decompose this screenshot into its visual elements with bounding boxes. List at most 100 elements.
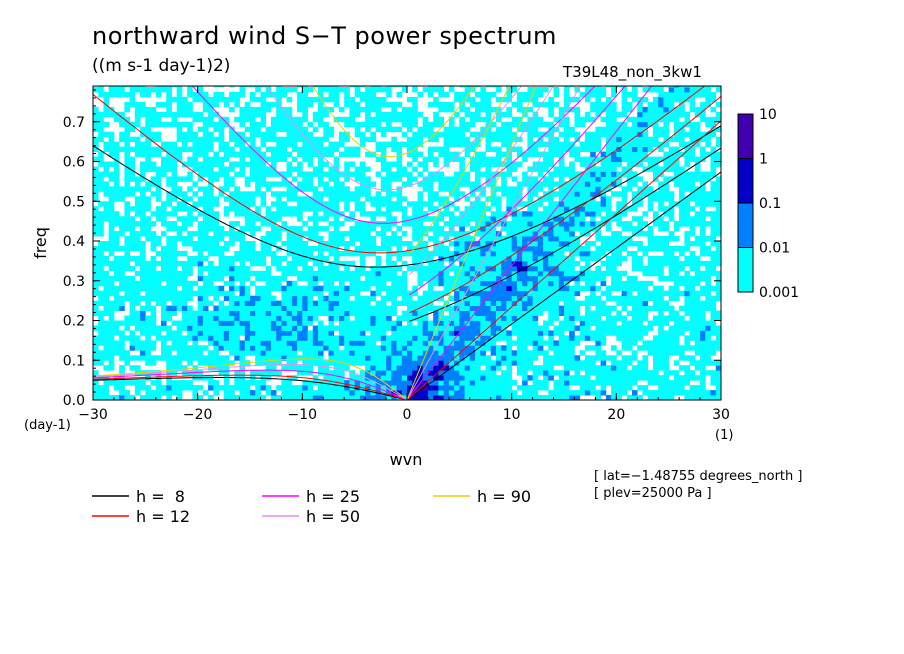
heatmap-cell xyxy=(433,355,439,361)
heatmap-cell xyxy=(454,360,460,366)
heatmap-cell xyxy=(537,250,544,257)
heatmap-cell xyxy=(223,260,230,267)
heatmap-cell xyxy=(401,340,408,346)
heatmap-cell xyxy=(145,375,151,381)
heatmap-cell xyxy=(197,250,204,257)
heatmap-cell xyxy=(312,231,319,237)
heatmap-cell xyxy=(218,325,225,331)
heatmap-cell xyxy=(396,325,403,331)
heatmap-cell xyxy=(375,116,382,123)
heatmap-cell xyxy=(197,260,204,267)
heatmap-cell xyxy=(176,390,183,396)
heatmap-cell xyxy=(532,265,539,272)
heatmap-cell xyxy=(197,315,204,321)
heatmap-cell xyxy=(480,300,486,306)
heatmap-cell xyxy=(375,275,382,282)
heatmap-cell xyxy=(176,86,183,88)
heatmap-cell xyxy=(569,146,575,152)
heatmap-cell xyxy=(621,365,628,371)
heatmap-cell xyxy=(265,86,272,88)
heatmap-cell xyxy=(140,275,146,282)
heatmap-cell xyxy=(391,340,397,346)
heatmap-cell xyxy=(543,370,549,376)
heatmap-cell xyxy=(595,236,601,242)
heatmap-cell xyxy=(103,201,110,207)
heatmap-cell xyxy=(386,181,392,187)
heatmap-cell xyxy=(475,320,481,326)
heatmap-cell xyxy=(422,201,429,207)
heatmap-cell xyxy=(438,121,444,128)
heatmap-cell xyxy=(218,246,225,252)
heatmap-cell xyxy=(501,290,507,297)
heatmap-cell xyxy=(616,255,622,262)
heatmap-cell xyxy=(370,305,376,311)
heatmap-cell xyxy=(475,255,481,262)
heatmap-cell xyxy=(223,335,230,341)
heatmap-cell xyxy=(333,191,340,197)
heatmap-cell xyxy=(375,280,382,287)
heatmap-cell xyxy=(407,151,413,157)
heatmap-cell xyxy=(166,236,172,242)
heatmap-cell xyxy=(611,385,617,391)
heatmap-cell xyxy=(182,350,188,356)
heatmap-cell xyxy=(359,325,366,331)
heatmap-cell xyxy=(433,146,439,152)
heatmap-cell xyxy=(386,345,392,351)
heatmap-cell xyxy=(459,285,465,292)
heatmap-cell xyxy=(543,395,549,400)
heatmap-cell xyxy=(328,310,335,316)
heatmap-cell xyxy=(427,206,434,212)
heatmap-cell xyxy=(250,96,256,103)
heatmap-cell xyxy=(564,275,570,282)
heatmap-cell xyxy=(98,340,104,346)
heatmap-cell xyxy=(208,131,214,138)
heatmap-cell xyxy=(605,380,612,386)
heatmap-cell xyxy=(438,295,444,302)
heatmap-cell xyxy=(265,231,272,237)
heatmap-cell xyxy=(145,295,151,302)
heatmap-cell xyxy=(171,211,178,217)
heatmap-cell xyxy=(312,166,319,172)
heatmap-cell xyxy=(548,310,554,316)
heatmap-cell xyxy=(584,320,591,326)
heatmap-cell xyxy=(506,335,512,341)
heatmap-cell xyxy=(140,201,146,207)
heatmap-cell xyxy=(166,96,172,103)
heatmap-cell xyxy=(459,335,465,341)
heatmap-cell xyxy=(448,87,455,93)
heatmap-cell xyxy=(276,171,282,177)
heatmap-cell xyxy=(270,201,277,207)
heatmap-cell xyxy=(564,87,570,93)
heatmap-cell xyxy=(307,206,314,212)
heatmap-cell xyxy=(171,260,178,267)
heatmap-cell xyxy=(365,221,371,227)
heatmap-cell xyxy=(579,231,586,237)
heatmap-cell xyxy=(511,231,518,237)
heatmap-cell xyxy=(605,136,612,143)
heatmap-cell xyxy=(339,395,345,400)
heatmap-cell xyxy=(129,221,136,227)
heatmap-cell xyxy=(443,315,450,321)
heatmap-cell xyxy=(244,191,251,197)
heatmap-cell xyxy=(119,350,125,356)
heatmap-cell xyxy=(166,191,172,197)
heatmap-cell xyxy=(584,92,591,98)
heatmap-cell xyxy=(391,201,397,207)
heatmap-cell xyxy=(202,101,209,108)
heatmap-cell xyxy=(553,280,560,287)
heatmap-cell xyxy=(516,236,523,242)
heatmap-cell xyxy=(365,395,371,400)
heatmap-cell xyxy=(490,280,497,287)
heatmap-cell xyxy=(590,250,596,257)
heatmap-cell xyxy=(480,101,486,108)
heatmap-cell xyxy=(312,270,319,277)
heatmap-cell xyxy=(365,320,371,326)
heatmap-cell xyxy=(485,181,492,187)
heatmap-cell xyxy=(354,350,361,356)
heatmap-cell xyxy=(260,370,267,376)
heatmap-cell xyxy=(302,265,308,272)
heatmap-cell xyxy=(553,191,560,197)
heatmap-cell xyxy=(574,290,581,297)
heatmap-cell xyxy=(145,151,151,157)
heatmap-cell xyxy=(155,380,162,386)
